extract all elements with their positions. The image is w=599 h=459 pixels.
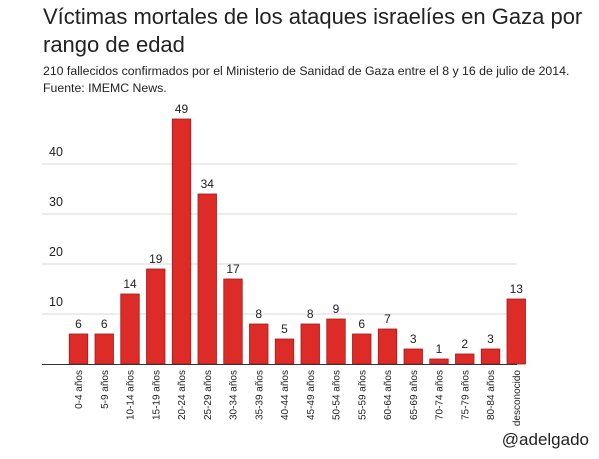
y-tick-label: 20 bbox=[49, 245, 63, 259]
x-tick-label: 35-39 años bbox=[254, 370, 265, 420]
y-tick-label: 40 bbox=[49, 145, 63, 159]
bar bbox=[146, 268, 166, 365]
x-tick-label: 15-19 años bbox=[151, 370, 162, 420]
bar bbox=[506, 298, 526, 365]
y-tick-label: 10 bbox=[49, 295, 63, 309]
bar bbox=[377, 328, 398, 365]
axes: 10 20 30 40 0-4 años 5-9 años 10-14 años 15-19 … bbox=[42, 145, 523, 426]
x-tick-label: 70-74 años bbox=[435, 370, 446, 420]
x-tick-label: 80-84 años bbox=[486, 370, 497, 420]
data-label: 17 bbox=[226, 262, 240, 276]
bars bbox=[68, 118, 526, 365]
data-label: 1 bbox=[436, 342, 443, 356]
x-tick-label: 30-34 años bbox=[229, 370, 240, 420]
bar bbox=[120, 293, 140, 365]
x-tick-label: 40-44 años bbox=[280, 370, 291, 420]
x-tick-label: 25-29 años bbox=[203, 370, 214, 420]
author-credit: @adelgado bbox=[501, 430, 589, 449]
bar bbox=[300, 323, 320, 365]
data-label: 14 bbox=[123, 277, 137, 291]
data-label: 6 bbox=[75, 317, 82, 331]
x-tick-label: 60-64 años bbox=[383, 370, 394, 420]
x-tick-label: 5-9 años bbox=[100, 370, 111, 409]
bar bbox=[274, 338, 295, 365]
data-label: 8 bbox=[255, 307, 262, 321]
bar bbox=[352, 333, 372, 365]
x-tick-label: 45-49 años bbox=[306, 370, 317, 420]
data-label: 49 bbox=[175, 102, 189, 116]
chart-subtitle: 210 fallecidos confirmados por el Minist… bbox=[43, 64, 570, 95]
bar bbox=[68, 333, 89, 365]
bar bbox=[480, 348, 501, 365]
data-labels: 6 6 14 19 49 34 17 8 5 8 9 6 7 3 1 2 3 13 bbox=[75, 102, 523, 356]
x-tick-label: 55-59 años bbox=[357, 370, 368, 420]
gridlines bbox=[42, 163, 517, 315]
bar bbox=[223, 278, 243, 365]
bar bbox=[326, 318, 346, 365]
data-label: 34 bbox=[201, 177, 215, 191]
x-tick-label: 65-69 años bbox=[409, 370, 420, 420]
data-label: 8 bbox=[307, 307, 314, 321]
bar bbox=[94, 333, 114, 365]
x-tick-label: desconocido bbox=[512, 370, 523, 427]
data-label: 3 bbox=[487, 332, 494, 346]
data-label: 6 bbox=[101, 317, 108, 331]
bar bbox=[403, 348, 423, 365]
bar bbox=[171, 118, 192, 365]
data-label: 7 bbox=[384, 312, 391, 326]
bar bbox=[249, 323, 269, 365]
x-tick-label: 0-4 años bbox=[74, 370, 85, 409]
x-tick-label: 75-79 años bbox=[460, 370, 471, 420]
data-label: 2 bbox=[461, 337, 468, 351]
chart-title: Víctimas mortales de los ataques israelí… bbox=[43, 4, 583, 57]
x-tick-label: 20-24 años bbox=[177, 370, 188, 420]
data-label: 19 bbox=[149, 252, 163, 266]
data-label: 9 bbox=[333, 302, 340, 316]
bar bbox=[455, 353, 475, 365]
data-label: 6 bbox=[358, 317, 365, 331]
data-label: 13 bbox=[510, 282, 524, 296]
data-label: 3 bbox=[410, 332, 417, 346]
bar bbox=[429, 358, 449, 365]
x-tick-label: 50-54 años bbox=[332, 370, 343, 420]
data-label: 5 bbox=[281, 322, 288, 336]
bar bbox=[197, 193, 217, 365]
x-tick-label: 10-14 años bbox=[126, 370, 137, 420]
y-tick-label: 30 bbox=[49, 195, 63, 209]
